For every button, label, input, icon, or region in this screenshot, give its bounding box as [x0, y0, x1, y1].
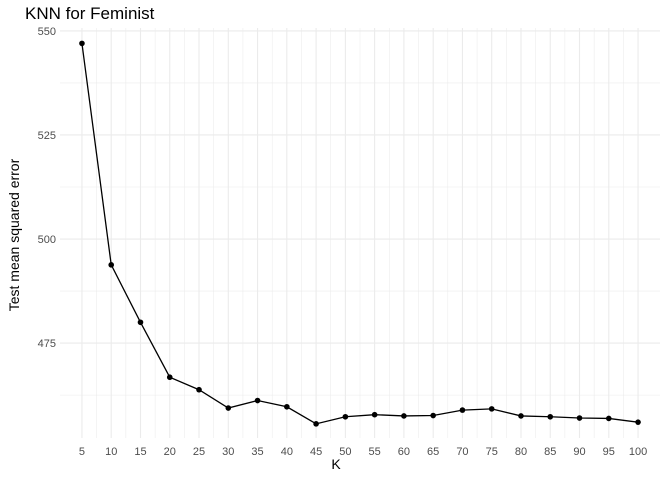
x-tick-label: 55 — [369, 446, 381, 458]
data-point — [605, 415, 612, 422]
x-tick-label: 20 — [164, 446, 176, 458]
y-tick-label: 525 — [38, 130, 56, 142]
x-tick-label: 45 — [310, 446, 322, 458]
x-tick-label: 40 — [281, 446, 293, 458]
x-tick-label: 80 — [515, 446, 527, 458]
data-point — [401, 413, 407, 419]
x-tick-label: 10 — [105, 446, 117, 458]
data-point — [371, 411, 378, 418]
x-tick-label: 70 — [456, 446, 468, 458]
data-point — [225, 405, 232, 411]
data-point — [108, 262, 115, 268]
x-tick-label: 5 — [79, 446, 85, 458]
data-point — [284, 403, 290, 410]
data-point — [79, 40, 85, 47]
x-tick-label: 85 — [544, 446, 556, 458]
data-point — [488, 406, 495, 412]
data-point — [342, 413, 349, 420]
series-line-group — [81, 43, 639, 425]
x-tick-label: 65 — [427, 446, 439, 458]
data-point — [430, 412, 436, 419]
x-axis-label: K — [331, 456, 341, 472]
x-tick-label: 95 — [603, 446, 615, 458]
x-tick-label: 15 — [134, 446, 146, 458]
chart-title: KNN for Feminist — [25, 4, 155, 23]
data-point — [166, 374, 173, 381]
data-point — [254, 397, 261, 404]
grid — [60, 28, 660, 438]
x-tick-label: 90 — [573, 446, 585, 458]
data-point — [518, 413, 524, 419]
series-points — [79, 40, 641, 427]
series-line — [81, 43, 639, 425]
y-tick-label: 550 — [38, 26, 56, 38]
x-tick-label: 60 — [398, 446, 410, 458]
x-tick-label: 35 — [251, 446, 263, 458]
data-point — [635, 419, 641, 425]
y-tick-label: 475 — [38, 338, 56, 350]
data-point — [196, 386, 202, 393]
y-tick-label: 500 — [38, 234, 56, 246]
data-point — [547, 413, 554, 420]
data-point — [137, 319, 144, 326]
data-point — [313, 421, 319, 427]
data-point — [459, 407, 466, 413]
x-tick-label: 25 — [193, 446, 205, 458]
x-tick-label: 100 — [629, 446, 647, 458]
y-axis-label: Test mean squared error — [6, 158, 22, 312]
x-tick-label: 30 — [222, 446, 234, 458]
data-point — [576, 415, 583, 421]
x-tick-label: 50 — [339, 446, 351, 458]
x-tick-label: 75 — [486, 446, 498, 458]
axis-ticks: 475 500 525 550 5 10 15 20 25 30 35 40 45 50 55 60 65 70 7… — [38, 26, 648, 458]
